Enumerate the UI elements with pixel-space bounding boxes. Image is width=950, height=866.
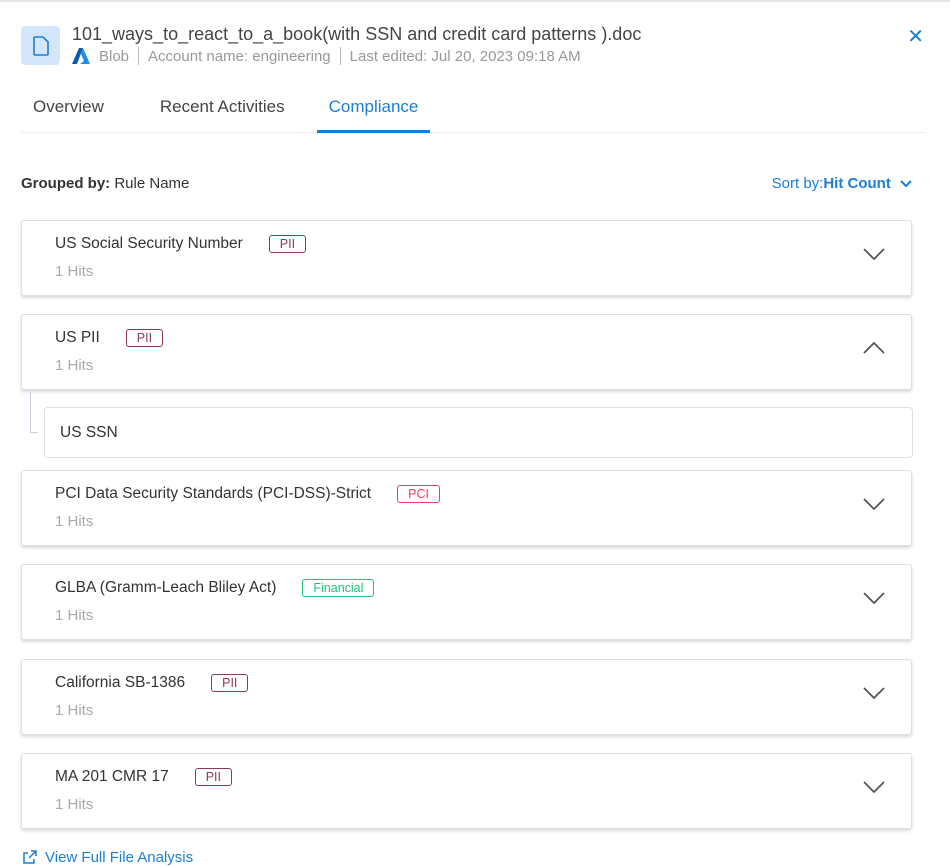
category-badge: PII bbox=[268, 235, 307, 253]
rule-card[interactable]: PCI Data Security Standards (PCI-DSS)-St… bbox=[21, 470, 912, 546]
source-type: Blob bbox=[99, 47, 130, 65]
rule-name: PCI Data Security Standards (PCI-DSS)-St… bbox=[55, 485, 372, 502]
tab-recent-activities[interactable]: Recent Activities bbox=[159, 97, 285, 116]
external-link-icon bbox=[23, 850, 37, 864]
sort-dropdown[interactable]: Sort by:Hit Count bbox=[772, 175, 912, 192]
hit-count: 1 Hits bbox=[55, 607, 94, 624]
grouped-label: Grouped by: bbox=[21, 175, 111, 192]
rule-name-row: GLBA (Gramm-Leach Bliley Act) Financial bbox=[55, 579, 375, 597]
hit-count: 1 Hits bbox=[55, 513, 94, 530]
sort-value: Hit Count bbox=[823, 175, 891, 192]
rule-card[interactable]: California SB-1386 PII 1 Hits bbox=[21, 659, 912, 735]
chevron-down-icon[interactable] bbox=[863, 591, 885, 605]
category-badge: Financial bbox=[302, 579, 375, 597]
link-label: View Full File Analysis bbox=[45, 849, 194, 866]
rule-name-row: PCI Data Security Standards (PCI-DSS)-St… bbox=[55, 485, 440, 503]
rule-name-row: MA 201 CMR 17 PII bbox=[55, 768, 233, 786]
file-title: 101_ways_to_react_to_a_book(with SSN and… bbox=[72, 24, 642, 44]
account-name: Account name: engineering bbox=[148, 47, 331, 65]
tree-connector bbox=[30, 392, 38, 433]
rule-name: MA 201 CMR 17 bbox=[55, 768, 169, 785]
grouped-value: Rule Name bbox=[114, 175, 190, 192]
rule-name: US Social Security Number bbox=[55, 235, 243, 252]
hit-count: 1 Hits bbox=[55, 263, 94, 280]
file-meta: Blob Account name: engineering Last edit… bbox=[72, 47, 581, 65]
hit-count: 1 Hits bbox=[55, 796, 94, 813]
chevron-down-icon bbox=[900, 180, 912, 188]
file-icon bbox=[21, 26, 60, 65]
view-full-analysis-link[interactable]: View Full File Analysis bbox=[22, 849, 193, 866]
category-badge: PII bbox=[194, 768, 233, 786]
sub-rule-item[interactable]: US SSN bbox=[44, 407, 913, 458]
rule-name-row: California SB-1386 PII bbox=[55, 674, 249, 692]
rule-name: GLBA (Gramm-Leach Bliley Act) bbox=[55, 579, 277, 596]
category-badge: PII bbox=[211, 674, 249, 692]
last-edited: Last edited: Jul 20, 2023 09:18 AM bbox=[349, 47, 581, 65]
rule-name: US PII bbox=[55, 329, 100, 346]
rule-card[interactable]: US Social Security Number PII 1 Hits bbox=[21, 220, 912, 296]
grouped-by: Grouped by: Rule Name bbox=[21, 175, 189, 192]
rule-card[interactable]: MA 201 CMR 17 PII 1 Hits bbox=[21, 753, 912, 829]
rule-name: California SB-1386 bbox=[55, 674, 186, 691]
tab-overview[interactable]: Overview bbox=[33, 97, 104, 116]
tab-compliance[interactable]: Compliance bbox=[316, 86, 431, 133]
chevron-down-icon[interactable] bbox=[863, 686, 885, 700]
category-badge: PII bbox=[125, 329, 164, 347]
chevron-down-icon[interactable] bbox=[863, 247, 885, 261]
tab-bar: Overview Recent Activities Compliance bbox=[21, 86, 926, 133]
category-badge: PCI bbox=[397, 485, 440, 503]
azure-icon bbox=[72, 48, 90, 64]
rule-name-row: US PII PII bbox=[55, 329, 164, 347]
sort-label: Sort by: bbox=[771, 175, 824, 192]
hit-count: 1 Hits bbox=[55, 702, 94, 719]
chevron-down-icon[interactable] bbox=[863, 497, 885, 511]
rule-name-row: US Social Security Number PII bbox=[55, 235, 307, 253]
rule-card[interactable]: GLBA (Gramm-Leach Bliley Act) Financial 1… bbox=[21, 564, 912, 640]
hit-count: 1 Hits bbox=[55, 357, 94, 374]
chevron-up-icon[interactable] bbox=[863, 341, 885, 355]
rule-card[interactable]: US PII PII 1 Hits bbox=[21, 314, 912, 390]
close-icon[interactable]: ✕ bbox=[907, 26, 924, 48]
chevron-down-icon[interactable] bbox=[863, 780, 885, 794]
